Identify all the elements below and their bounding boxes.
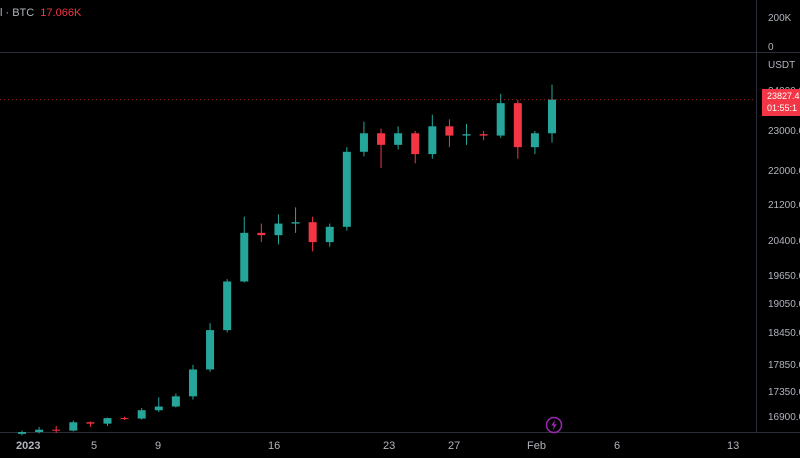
candle-body [496,103,505,136]
price-axis-tick: 21200.0 [768,200,800,211]
price-axis-unit: USDT [768,60,795,71]
time-axis-label: 13 [727,440,739,452]
candle-body [548,99,556,134]
candle-body [52,429,61,431]
candle-body [428,126,437,155]
candle-body [257,232,266,236]
candle-body [69,422,78,431]
candle-body [171,396,180,407]
volume-header-value: 17.066K [40,7,82,19]
candle-body [240,232,249,282]
candle-body [188,369,197,397]
time-axis-label: Feb [527,440,546,452]
volume-header: l · BTC 17.066K [0,7,81,19]
candle-body [325,226,334,243]
candle-body [35,429,44,432]
time-axis-label: 23 [383,440,395,452]
candle-body [342,151,351,227]
time-axis-label: 9 [155,440,161,452]
price-axis-tick: 23000.0 [768,126,800,137]
time-axis-label: 16 [268,440,280,452]
volume-header-label: l · BTC [0,7,35,19]
candle-body [206,330,215,370]
volume-axis-tick: 0 [768,42,774,53]
candle-body [411,133,420,155]
price-axis-tick: 17350.0 [768,387,800,398]
time-axis-label: 2023 [16,440,40,452]
candle-body [137,410,146,419]
candle-body [530,133,539,148]
price-axis-tick: 20400.0 [768,236,800,247]
time-axis-label: 5 [91,440,97,452]
candle-body [86,422,95,424]
time-axis-label: 6 [614,440,620,452]
price-axis-tick: 19650.0 [768,271,800,282]
price-axis-tick: 19050.0 [768,299,800,310]
price-axis-tick: 16900.0 [768,412,800,423]
candles [0,84,756,436]
candle-body [103,418,112,424]
last-price-value: 23827.4 [767,91,800,101]
candle-body [308,222,317,243]
candle-body [479,134,488,136]
candle-body [359,133,368,152]
time-axis-label: 27 [448,440,460,452]
candle-body [18,432,26,434]
price-axis-tick: 22000.0 [768,166,800,177]
candle-body [291,222,300,224]
candle-body [274,223,283,236]
price-axis-tick: 17850.0 [768,360,800,371]
candle-countdown: 01:55:1 [767,103,798,113]
candle-body [462,134,471,136]
lightning-bolt-icon[interactable] [545,416,563,434]
candle-body [120,418,129,420]
price-axis-tick: 18450.0 [768,328,800,339]
candle-body [377,133,386,145]
candle-body [513,103,522,148]
candle-body [445,126,454,136]
candle-body [154,406,163,411]
last-price-tag: 23827.4 01:55:1 [762,89,800,116]
candle-body [223,281,232,331]
candle-body [394,133,403,145]
volume-axis-tick: 200K [768,13,792,24]
